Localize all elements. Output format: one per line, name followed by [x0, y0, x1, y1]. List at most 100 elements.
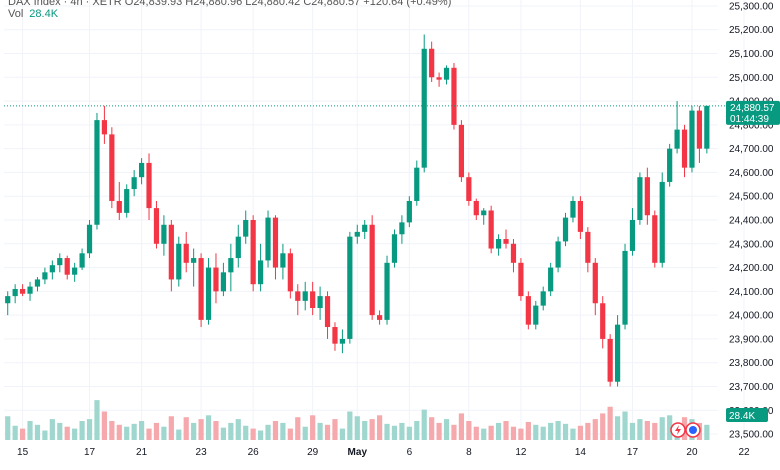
- date-tick-label: 22: [738, 447, 750, 458]
- volume-bar: [570, 428, 576, 440]
- price-tick-label: 25,200.00: [729, 25, 774, 36]
- volume-bar: [72, 428, 78, 440]
- candle-body: [295, 291, 301, 301]
- candle-body: [600, 303, 606, 339]
- candle-body: [495, 239, 502, 249]
- volume-bar: [317, 422, 323, 440]
- date-tick-label: 12: [515, 447, 527, 458]
- candle-body: [525, 296, 531, 325]
- candle-body: [198, 258, 204, 320]
- price-tick-label: 23,500.00: [729, 430, 774, 441]
- volume-bar: [183, 417, 189, 440]
- candle-body: [287, 253, 293, 292]
- volume-bar: [362, 421, 368, 440]
- date-tick-label: 17: [627, 447, 639, 458]
- candle-body: [27, 286, 33, 294]
- candle-body: [458, 124, 465, 178]
- candle-body: [570, 200, 576, 218]
- candle-body: [555, 241, 561, 268]
- volume-legend-value: 28.4K: [29, 8, 59, 20]
- time-axis: 15 17 21 23 26 29 May 6 8 12 14 17 20 22: [17, 447, 750, 458]
- candle-body: [86, 224, 93, 254]
- volume-legend-label: Vol: [8, 8, 24, 20]
- candle-body: [124, 189, 130, 213]
- volume-bar: [324, 424, 331, 440]
- volume-bar: [168, 416, 174, 440]
- date-tick-label: 26: [248, 447, 260, 458]
- volume-bar: [585, 422, 591, 440]
- volume-bar: [191, 422, 197, 440]
- volume-bar: [644, 421, 650, 440]
- volume-bar: [659, 417, 665, 440]
- volume-bar: [138, 421, 145, 440]
- candle-body: [562, 217, 569, 242]
- volume-bar: [540, 426, 546, 440]
- volume-bar: [399, 422, 405, 440]
- volume-bar: [146, 428, 152, 440]
- candle-body: [168, 224, 174, 280]
- candle-body: [79, 253, 85, 268]
- volume-bar: [339, 428, 346, 440]
- volume-bar: [49, 419, 55, 440]
- volume-bar: [198, 419, 204, 440]
- volume-bar: [205, 415, 212, 440]
- volume-bar: [79, 421, 85, 440]
- volume-bar: [577, 425, 584, 440]
- candle-body: [183, 243, 189, 263]
- candle-body: [250, 220, 256, 285]
- candle-body: [72, 267, 78, 275]
- volume-bar: [429, 417, 435, 440]
- volume-bar: [116, 424, 122, 440]
- volume-bar: [481, 428, 487, 440]
- candle-body: [399, 222, 405, 235]
- price-tick-label: 24,700.00: [729, 144, 774, 155]
- price-tick-label: 24,000.00: [729, 311, 774, 322]
- volume-bar: [161, 426, 167, 440]
- volume-bar: [109, 421, 115, 440]
- symbol-legend: DAX Index · 4h · XETR O24,839.93 H24,880…: [8, 0, 568, 8]
- globe-icon[interactable]: [685, 422, 701, 438]
- volume-bar: [310, 415, 316, 440]
- candle-body: [302, 291, 308, 301]
- candle-body: [57, 258, 63, 266]
- date-tick-label: 8: [466, 447, 472, 458]
- candle-body: [235, 236, 241, 259]
- candle-body: [101, 120, 108, 135]
- price-tick-label: 24,300.00: [729, 239, 774, 250]
- volume-bar: [34, 424, 41, 440]
- volume-bar: [518, 428, 524, 440]
- volume-bar: [94, 400, 100, 440]
- candle-body: [64, 258, 70, 275]
- price-tick-label: 25,100.00: [729, 49, 774, 60]
- volume-bar: [466, 421, 472, 440]
- volume-bars: [5, 400, 710, 440]
- candle-body: [473, 200, 479, 216]
- candle-body: [667, 148, 673, 182]
- price-tick-label: 23,700.00: [729, 382, 774, 393]
- price-tick-label: 24,100.00: [729, 287, 774, 298]
- volume-bar: [488, 425, 494, 440]
- candle-body: [332, 327, 338, 344]
- volume-bar: [86, 419, 93, 440]
- volume-bar: [451, 424, 457, 440]
- lightning-icon[interactable]: [670, 422, 686, 438]
- candle-body: [354, 231, 360, 237]
- candle-body: [466, 177, 472, 201]
- candle-body: [94, 120, 100, 225]
- candle-body: [243, 220, 249, 237]
- date-tick-label: 15: [17, 447, 29, 458]
- volume-bar: [153, 422, 160, 440]
- price-tick-label: 23,900.00: [729, 334, 774, 345]
- candle-body: [280, 253, 286, 268]
- price-tick-label: 23,800.00: [729, 358, 774, 369]
- candle-body: [161, 224, 167, 244]
- volume-bar: [280, 422, 286, 440]
- volume-bar: [302, 426, 308, 440]
- date-tick-label: 23: [196, 447, 208, 458]
- volume-bar: [637, 419, 643, 440]
- candle-body: [681, 129, 688, 168]
- candle-body: [659, 181, 665, 263]
- volume-bar: [347, 411, 353, 440]
- candle-body: [19, 288, 26, 294]
